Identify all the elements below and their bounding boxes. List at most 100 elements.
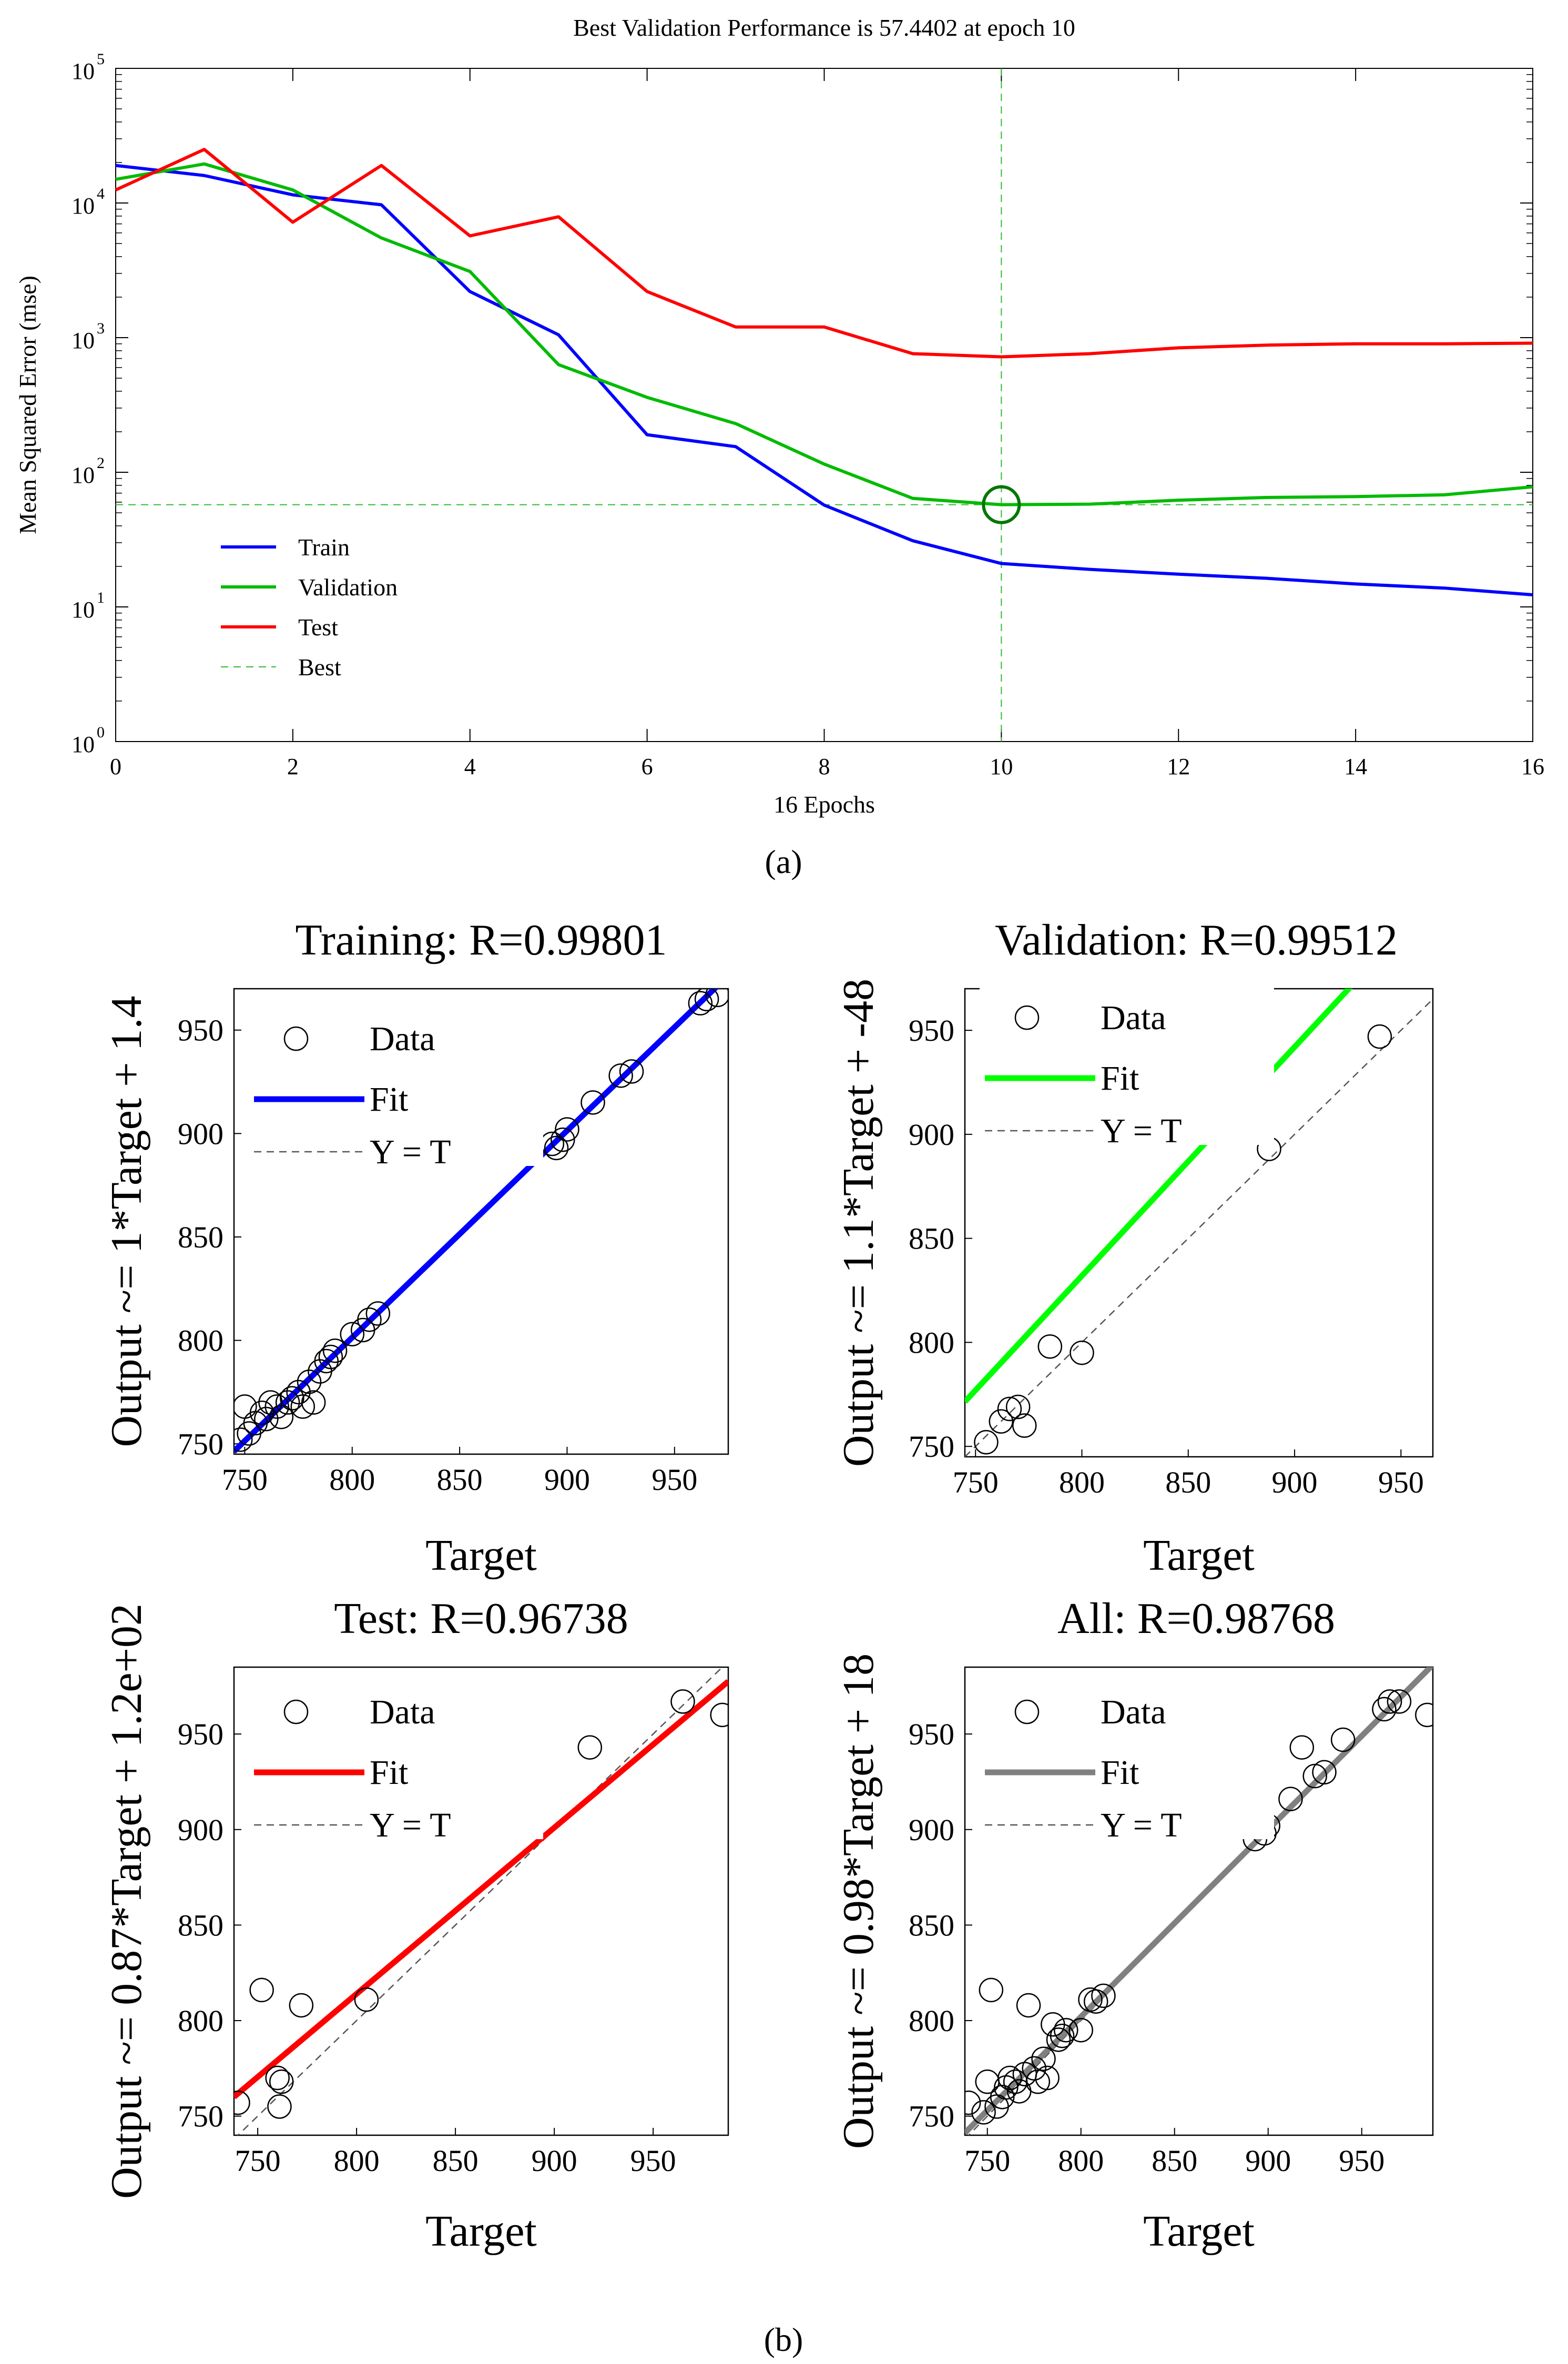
legend-data-marker (1014, 1699, 1040, 1724)
data-point (670, 1689, 695, 1714)
x-tick-label: 2 (287, 754, 299, 779)
series-line-train (115, 164, 1533, 596)
data-point (1050, 2023, 1075, 2048)
y-tick-label: 900 (909, 1118, 954, 1152)
y-tick-label: 850 (178, 1908, 223, 1942)
data-point (301, 1390, 326, 1415)
data-point (265, 2065, 290, 2091)
data-point (1372, 1697, 1397, 1722)
data-point (1330, 1727, 1356, 1752)
legend-data-marker (283, 1026, 309, 1051)
x-tick-label: 750 (235, 2144, 281, 2178)
data-point (1289, 1735, 1315, 1760)
legend-label: Fit (1101, 1059, 1139, 1098)
data-point (1012, 1413, 1037, 1438)
legend-data-marker (283, 1699, 309, 1724)
x-tick-label: 900 (532, 2144, 577, 2178)
legend-label: Validation (298, 574, 398, 601)
regression-plot-test: 750 800 850 900 950 750 800 850 900 950 Test: R=0.… (102, 1594, 729, 2256)
x-tick-label: 16 (1521, 754, 1544, 779)
panel-title: All: R=0.98768 (1057, 1594, 1335, 1643)
data-point (249, 1977, 274, 2003)
x-tick-label: 14 (1344, 754, 1367, 779)
legend: Data Fit Y = T (980, 1681, 1274, 1844)
legend-label: Data (370, 1020, 435, 1058)
legend-label: Best (298, 654, 341, 681)
x-tick-label: 950 (1378, 1465, 1424, 1499)
data-point (264, 1394, 289, 1419)
x-tick-label: 750 (222, 1463, 268, 1497)
x-axis-label: Target (425, 2207, 537, 2256)
x-tick-label: 750 (964, 2144, 1010, 2178)
fit-line (234, 1679, 728, 2099)
y-tick-label: 750 (909, 1429, 954, 1464)
data-point (608, 1063, 633, 1088)
panel-title: Test: R=0.96738 (334, 1594, 628, 1643)
data-point (267, 2094, 292, 2119)
data-point (318, 1344, 343, 1369)
data-point (1035, 2065, 1060, 2091)
y-tick-label: 800 (178, 1324, 223, 1358)
y-tick-label: 950 (178, 1717, 223, 1751)
legend-background (249, 1008, 543, 1166)
y-tick-label: 900 (909, 1813, 954, 1847)
y-tick-label: 950 (909, 1013, 954, 1048)
y-tick-label: 750 (909, 2099, 954, 2134)
data-point (1016, 1993, 1041, 2018)
data-point (314, 1348, 339, 1374)
x-tick-label: 6 (642, 754, 653, 779)
data-point (340, 1322, 365, 1347)
x-tick-label: 900 (1272, 1465, 1318, 1499)
data-point (1083, 1989, 1108, 2014)
data-point (357, 1307, 382, 1332)
x-axis-label: Target (425, 1531, 537, 1580)
y-tick-label: 950 (909, 1717, 954, 1751)
y-tick-label: 10 (72, 732, 95, 757)
data-point (1068, 2017, 1093, 2043)
fit-line (965, 989, 1353, 1404)
data-point (365, 1301, 391, 1326)
x-tick-label: 850 (437, 1463, 483, 1497)
data-point (275, 1390, 300, 1415)
data-point (619, 1059, 644, 1084)
plot-content (965, 989, 1433, 1457)
legend-label: Fit (370, 1080, 408, 1119)
data-point (1091, 1983, 1116, 2008)
y-tick-label: 10 (72, 597, 95, 623)
data-point (1367, 1024, 1392, 1049)
data-point (286, 1379, 311, 1405)
x-tick-label: 12 (1167, 754, 1190, 779)
x-tick-label: 4 (464, 754, 476, 779)
x-tick-label: 900 (544, 1463, 590, 1497)
data-point (710, 1702, 728, 1728)
data-point (1312, 1760, 1337, 1785)
regression-plot-training: 750 800 850 900 950 750 800 850 900 950 Training: … (102, 916, 729, 1580)
data-point (555, 1117, 579, 1142)
x-tick-label: 0 (110, 754, 121, 779)
legend-label: Fit (1101, 1753, 1139, 1792)
series-line-validation (115, 162, 1533, 506)
y-tick-label: 850 (909, 1222, 954, 1256)
data-point (971, 2100, 996, 2125)
data-point (1037, 1334, 1063, 1359)
legend-label: Train (298, 534, 350, 561)
y-tick-label: 750 (178, 1427, 223, 1461)
data-point (269, 1404, 294, 1429)
y-tick-exponent: 5 (97, 50, 105, 68)
data-point (705, 989, 728, 1008)
series-line-test (115, 148, 1533, 359)
plot-content (234, 989, 728, 1454)
x-tick-label: 950 (630, 2144, 676, 2178)
x-tick-label: 800 (1058, 2144, 1104, 2178)
legend-label: Y = T (370, 1133, 451, 1171)
y-tick-label: 800 (909, 2004, 954, 2038)
y-axis-label: Output ~= 0.98*Target + 18 (834, 1653, 883, 2149)
fit-line (965, 1667, 1433, 2135)
data-point (1278, 1787, 1303, 1811)
data-point (322, 1338, 348, 1363)
y-axis-label: Output ~= 1.1*Target + -48 (834, 979, 883, 1467)
data-point (1005, 1394, 1031, 1419)
x-axis-label: Target (1143, 2207, 1255, 2256)
